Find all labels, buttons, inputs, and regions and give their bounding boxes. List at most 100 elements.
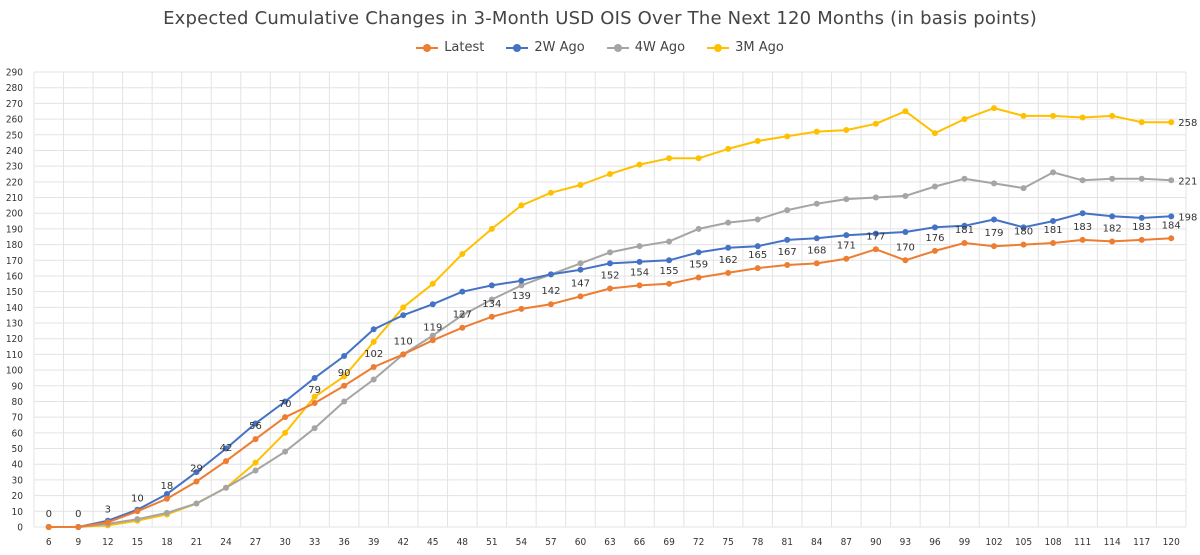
data-point-2w-ago (252, 420, 259, 427)
data-label-latest: 134 (482, 299, 501, 310)
data-point-4w-ago (459, 312, 466, 319)
data-point-3m-ago (341, 373, 348, 380)
data-label-latest: 180 (1014, 227, 1033, 238)
y-tick-label: 280 (6, 83, 23, 94)
data-point-3m-ago (991, 105, 997, 112)
series-latest (45, 235, 1175, 530)
data-point-3m-ago (784, 133, 791, 140)
series-line-latest (48, 237, 1172, 528)
data-point-4w-ago (1138, 175, 1145, 182)
x-tick-label: 36 (338, 537, 350, 548)
data-label-latest: 127 (453, 310, 472, 321)
x-tick-label: 96 (929, 537, 941, 548)
legend-label: 3M Ago (735, 40, 784, 55)
data-point-4w-ago (134, 516, 141, 523)
data-point-2w-ago (931, 224, 938, 231)
data-point-3m-ago (961, 116, 968, 123)
x-tick-label: 33 (309, 537, 320, 548)
data-point-3m-ago (400, 304, 407, 311)
data-point-2w-ago (311, 374, 318, 381)
legend-swatch (506, 43, 529, 52)
data-point-latest (1079, 236, 1086, 243)
series-4w-ago (45, 169, 1175, 530)
data-label-latest: 171 (837, 241, 856, 252)
data-point-3m-ago (607, 170, 613, 177)
data-label-latest: 181 (955, 225, 974, 236)
x-tick-label: 21 (191, 537, 202, 548)
data-point-3m-ago (311, 393, 318, 400)
y-tick-label: 70 (12, 413, 24, 424)
data-point-latest (459, 324, 466, 331)
x-tick-label: 6 (46, 537, 52, 548)
y-tick-label: 90 (12, 381, 24, 392)
data-point-3m-ago (695, 155, 702, 162)
data-point-latest (370, 363, 377, 370)
x-tick-label: 63 (604, 537, 615, 548)
y-tick-label: 250 (6, 130, 23, 141)
data-label-latest: 168 (807, 245, 826, 256)
data-point-4w-ago (607, 249, 613, 256)
data-point-latest (400, 351, 407, 358)
data-point-latest (1020, 241, 1027, 248)
data-point-4w-ago (902, 192, 909, 199)
x-tick-label: 30 (279, 537, 291, 548)
data-point-2w-ago (459, 288, 466, 295)
data-point-latest (577, 293, 584, 300)
data-point-3m-ago (547, 189, 554, 196)
data-point-4w-ago (1050, 169, 1057, 176)
x-tick-label: 93 (900, 537, 911, 548)
data-point-2w-ago (400, 312, 407, 319)
data-point-4w-ago (282, 448, 289, 455)
data-label-latest: 0 (75, 509, 81, 520)
x-tick-label: 69 (663, 537, 675, 548)
data-point-latest (518, 305, 525, 312)
data-label-latest: 176 (925, 233, 944, 244)
y-tick-label: 180 (6, 240, 23, 251)
data-point-4w-ago (311, 425, 318, 432)
data-point-latest (872, 246, 879, 253)
x-tick-label: 66 (634, 537, 646, 548)
data-point-2w-ago (223, 445, 229, 452)
data-label-latest: 3 (105, 504, 111, 515)
x-tick-label: 60 (575, 537, 587, 548)
data-point-latest (784, 261, 791, 268)
data-point-latest (1050, 240, 1057, 247)
data-point-3m-ago (1020, 112, 1027, 119)
data-point-latest (1168, 235, 1175, 242)
data-point-2w-ago (813, 235, 820, 242)
data-label-latest: 147 (571, 278, 590, 289)
y-tick-label: 20 (12, 491, 24, 502)
y-tick-label: 230 (6, 162, 23, 173)
data-point-2w-ago (695, 249, 702, 256)
data-point-4w-ago (341, 398, 348, 405)
x-tick-label: 72 (693, 537, 704, 548)
x-tick-label: 90 (870, 537, 882, 548)
data-label-latest: 177 (866, 231, 885, 242)
data-point-3m-ago (488, 225, 495, 232)
data-point-4w-ago (872, 194, 879, 201)
chart-legend: Latest 2W Ago 4W Ago 3M Ago (0, 40, 1200, 55)
x-tick-label: 75 (722, 537, 733, 548)
x-tick-label: 27 (250, 537, 261, 548)
data-point-2w-ago (902, 229, 909, 236)
data-point-2w-ago (784, 236, 791, 243)
data-point-latest (193, 478, 200, 485)
data-label-latest: 110 (394, 336, 413, 347)
data-point-latest (902, 257, 909, 264)
x-tick-label: 99 (959, 537, 971, 548)
y-tick-label: 140 (6, 303, 23, 314)
legend-label: 2W Ago (534, 40, 585, 55)
x-tick-label: 18 (161, 537, 173, 548)
y-tick-label: 150 (6, 287, 23, 298)
data-point-latest (607, 285, 613, 292)
data-point-4w-ago (843, 196, 850, 203)
data-label-latest: 167 (778, 247, 797, 258)
data-point-latest (104, 519, 111, 526)
x-tick-label: 15 (132, 537, 143, 548)
data-point-4w-ago (695, 225, 702, 232)
data-point-latest (813, 260, 820, 267)
data-point-3m-ago (636, 161, 643, 168)
data-point-latest (636, 282, 643, 289)
